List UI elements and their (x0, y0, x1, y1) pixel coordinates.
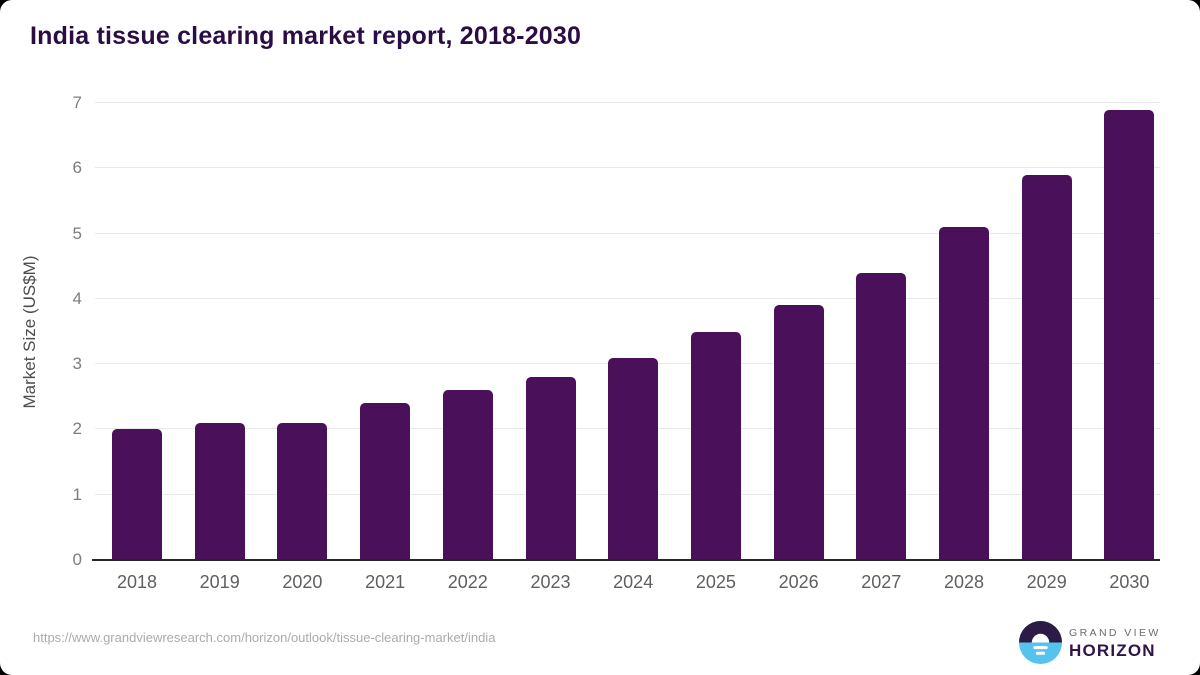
x-tick-label-2024: 2024 (613, 572, 654, 592)
bar-2023 (525, 377, 576, 560)
y-tick-label-2: 2 (72, 419, 82, 439)
x-tick-label-2025: 2025 (695, 572, 736, 592)
plot-area: 0 1 2 3 4 5 6 7 2018 2019 2020 2021 2022 2023 2024 2025… (73, 93, 1160, 592)
bar-2024 (608, 357, 659, 560)
logo-horizon-label: HORIZON (1069, 640, 1156, 660)
source-url: https://www.grandviewresearch.com/horizo… (33, 630, 496, 645)
x-axis-line (92, 559, 1160, 561)
bar-2027 (856, 272, 907, 560)
x-tick-label-2028: 2028 (943, 572, 985, 592)
x-tick-label-2022: 2022 (447, 572, 488, 592)
bar-2028 (939, 227, 989, 560)
bar-2018 (112, 429, 162, 560)
gridline-y6 (95, 167, 1160, 169)
x-tick-label-2021: 2021 (365, 572, 406, 592)
bar-2025 (690, 331, 741, 560)
gridline-y5 (95, 232, 1160, 234)
x-tick-label-2018: 2018 (116, 572, 158, 592)
bar-2030 (1104, 109, 1155, 560)
x-tick-label-2026: 2026 (778, 572, 819, 592)
x-tick-label-2027: 2027 (861, 572, 902, 592)
y-tick-label-3: 3 (72, 354, 82, 374)
x-tick-label-2020: 2020 (282, 572, 323, 592)
y-axis-title: Market Size (US$M) (20, 255, 39, 409)
bar-2026 (773, 305, 824, 560)
x-tick-label-2029: 2029 (1026, 572, 1067, 592)
gridline-y7 (95, 102, 1160, 103)
bar-2021 (360, 403, 411, 560)
grand-view-horizon-logo: GRAND VIEW HORIZON (1019, 621, 1161, 664)
y-tick-label-1: 1 (72, 484, 82, 504)
chart-title: India tissue clearing market report, 201… (30, 22, 582, 50)
y-tick-label-4: 4 (72, 288, 82, 308)
y-tick-label-0: 0 (72, 550, 82, 569)
y-tick-label-7: 7 (72, 93, 82, 112)
bar-2020 (277, 422, 328, 560)
logo-text: GRAND VIEW HORIZON (1069, 625, 1161, 661)
y-tick-label-6: 6 (72, 158, 82, 178)
x-tick-label-2019: 2019 (199, 572, 240, 592)
gridline-y4 (95, 297, 1160, 299)
logo-grand-view-label: GRAND VIEW (1069, 626, 1161, 639)
bar-2019 (194, 422, 245, 560)
x-tick-label-2023: 2023 (530, 572, 571, 592)
bar-2029 (1021, 174, 1072, 560)
x-tick-label-2030: 2030 (1109, 572, 1150, 592)
bar-2022 (442, 390, 493, 560)
y-tick-label-5: 5 (72, 223, 82, 243)
horizon-sun-icon (1019, 621, 1062, 664)
